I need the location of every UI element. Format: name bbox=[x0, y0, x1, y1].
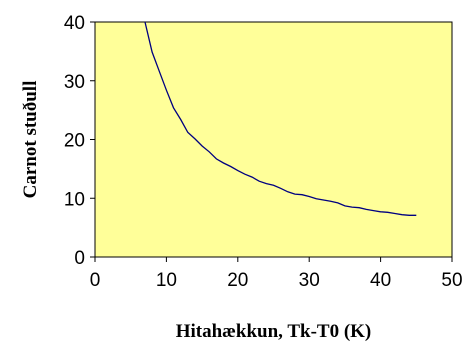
x-tick-label: 20 bbox=[227, 270, 248, 291]
x-tick-label: 30 bbox=[299, 270, 320, 291]
carnot-curve bbox=[144, 21, 417, 216]
y-tick-label: 30 bbox=[64, 72, 85, 93]
y-tick-label: 0 bbox=[74, 248, 85, 269]
y-tick-label: 10 bbox=[64, 189, 85, 210]
y-tick-label: 40 bbox=[64, 13, 85, 34]
x-axis-title: Hitahækkun, Tk-T0 (K) bbox=[176, 321, 372, 342]
y-axis-ticks: 0 10 20 30 40 bbox=[64, 13, 95, 269]
x-tick-label: 50 bbox=[441, 270, 462, 291]
x-tick-label: 40 bbox=[370, 270, 391, 291]
plot-area bbox=[94, 21, 453, 258]
x-tick-label: 10 bbox=[156, 270, 177, 291]
y-tick-label: 20 bbox=[64, 131, 85, 152]
x-tick-label: 0 bbox=[90, 270, 101, 291]
y-axis-title: Carnot stuðull bbox=[20, 81, 41, 199]
x-axis-ticks: 0 10 20 30 40 50 bbox=[90, 257, 463, 291]
